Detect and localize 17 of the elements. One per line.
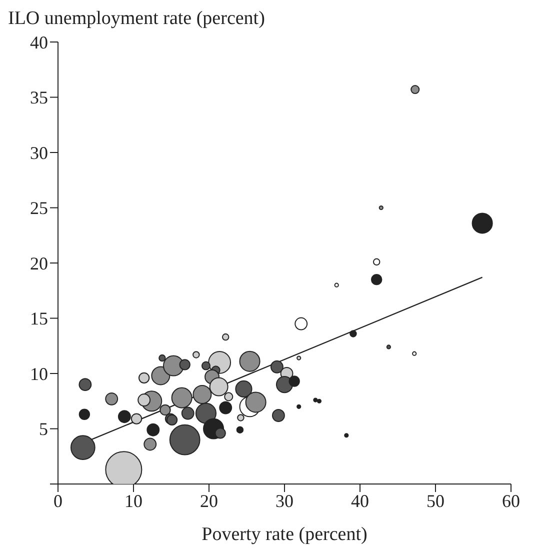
x-tick-label: 10 bbox=[124, 490, 142, 511]
y-tick-label: 35 bbox=[30, 88, 48, 108]
x-tick-label: 30 bbox=[276, 490, 294, 511]
y-tick-label: 5 bbox=[39, 419, 48, 440]
x-tick-label: 60 bbox=[502, 490, 520, 511]
y-tick-label: 15 bbox=[30, 308, 48, 329]
x-tick-label: 50 bbox=[426, 490, 444, 511]
y-tick-label: 30 bbox=[30, 142, 48, 163]
x-axis-title: Poverty rate (percent) bbox=[202, 524, 368, 545]
x-tick-label: 0 bbox=[54, 490, 62, 511]
y-axis-title: ILO unemployment rate (percent) bbox=[8, 8, 266, 31]
y-tick-label: 40 bbox=[30, 32, 48, 52]
y-tick-label: 20 bbox=[30, 253, 48, 274]
y-tick-label: 10 bbox=[30, 364, 48, 384]
x-tick-label: 40 bbox=[351, 490, 369, 511]
y-tick-label: 25 bbox=[30, 198, 48, 218]
x-tick-label: 20 bbox=[200, 490, 218, 511]
